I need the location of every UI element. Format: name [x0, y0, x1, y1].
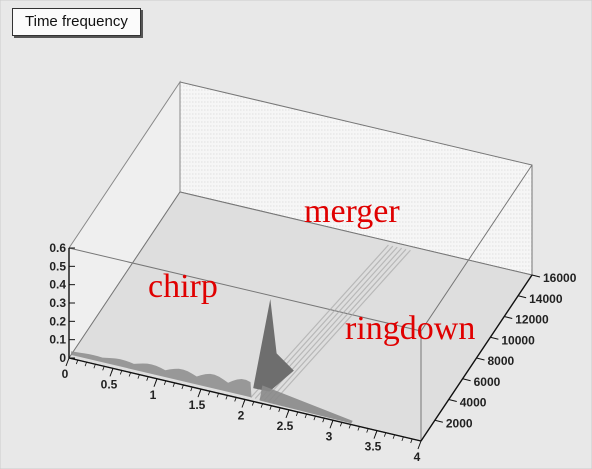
x-minor-tick: [287, 409, 290, 415]
x-tick-mark: [65, 357, 70, 367]
x-minor-tick: [137, 374, 140, 379]
x-tick-label: 3.5: [365, 440, 382, 454]
x-minor-tick: [225, 395, 228, 400]
x-minor-tick: [181, 384, 184, 390]
x-tick-label: 3: [326, 429, 333, 443]
ringdown-tail: [259, 385, 353, 424]
x-minor-tick: [357, 426, 360, 431]
y-tick-label: 6000: [474, 375, 501, 389]
x-tick-label: 1: [150, 388, 157, 402]
x-minor-tick: [102, 366, 105, 371]
y-tick-label: 2000: [446, 416, 473, 430]
annotation-chirp: chirp: [148, 268, 218, 305]
x-minor-tick: [313, 415, 316, 421]
x-minor-tick: [93, 364, 96, 369]
z-tick-label: 0.6: [49, 241, 66, 255]
x-minor-tick: [304, 413, 307, 419]
x-minor-tick: [339, 422, 343, 427]
x-tick-mark: [417, 440, 422, 450]
y-tick-mark: [434, 419, 443, 423]
x-minor-tick: [155, 378, 158, 383]
x-minor-tick: [401, 436, 404, 441]
x-minor-tick: [375, 430, 378, 435]
y-tick-mark: [476, 357, 485, 361]
x-minor-tick: [331, 420, 334, 425]
y-tick-label: 16000: [543, 271, 577, 285]
chart-title: Time frequency: [12, 8, 141, 36]
y-tick-mark: [531, 274, 541, 278]
x-minor-tick: [146, 376, 149, 381]
x-minor-tick: [190, 386, 193, 392]
x-tick-label: 0: [62, 367, 69, 381]
x-minor-tick: [410, 438, 413, 444]
x-minor-tick: [295, 411, 299, 417]
merger-ridge-line: [267, 248, 407, 403]
x-minor-tick: [84, 362, 87, 367]
y-tick-mark: [490, 336, 499, 340]
z-tick-label: 0.1: [49, 333, 66, 347]
x-tick-label: 1.5: [189, 398, 206, 412]
z-tick-label: 0.5: [49, 259, 66, 273]
merger-ridge-line: [272, 249, 411, 404]
x-minor-tick: [260, 403, 263, 408]
x-minor-tick: [216, 393, 219, 398]
x-tick-label: 2: [238, 409, 245, 423]
annotation-merger: merger: [304, 193, 400, 230]
y-tick-mark: [518, 295, 527, 299]
x-minor-tick: [383, 432, 387, 437]
x-minor-tick: [207, 391, 211, 396]
annotation-ringdown: ringdown: [345, 310, 476, 347]
y-tick-mark: [504, 316, 513, 319]
y-tick-label: 4000: [460, 396, 487, 410]
x-tick-label: 4: [414, 450, 421, 464]
merger-peak: [253, 298, 294, 392]
z-tick-label: 0: [59, 351, 66, 365]
z-tick-label: 0.2: [49, 314, 66, 328]
x-minor-tick: [163, 380, 167, 385]
x-minor-tick: [322, 418, 325, 423]
x-minor-tick: [75, 359, 79, 365]
x-minor-tick: [243, 399, 246, 404]
y-tick-mark: [448, 399, 457, 402]
x-tick-label: 2.5: [277, 419, 294, 433]
x-minor-tick: [119, 370, 123, 375]
x-minor-tick: [269, 405, 272, 410]
x-minor-tick: [392, 434, 395, 439]
y-tick-label: 10000: [501, 333, 535, 347]
y-tick-label: 12000: [515, 313, 549, 327]
x-minor-tick: [234, 397, 237, 402]
chirp-band: [71, 351, 252, 398]
x-minor-tick: [172, 382, 175, 388]
x-minor-tick: [199, 388, 202, 394]
x-tick-label: 0.5: [101, 377, 118, 391]
y-tick-label: 14000: [529, 292, 563, 306]
x-minor-tick: [348, 424, 351, 429]
x-minor-tick: [251, 401, 255, 406]
z-tick-label: 0.4: [49, 278, 66, 292]
y-tick-label: 8000: [488, 354, 515, 368]
x-minor-tick: [366, 428, 369, 433]
z-tick-label: 0.3: [49, 296, 66, 310]
x-minor-tick: [111, 368, 114, 373]
x-minor-tick: [278, 407, 281, 412]
y-tick-mark: [462, 378, 471, 382]
x-minor-tick: [128, 372, 131, 377]
